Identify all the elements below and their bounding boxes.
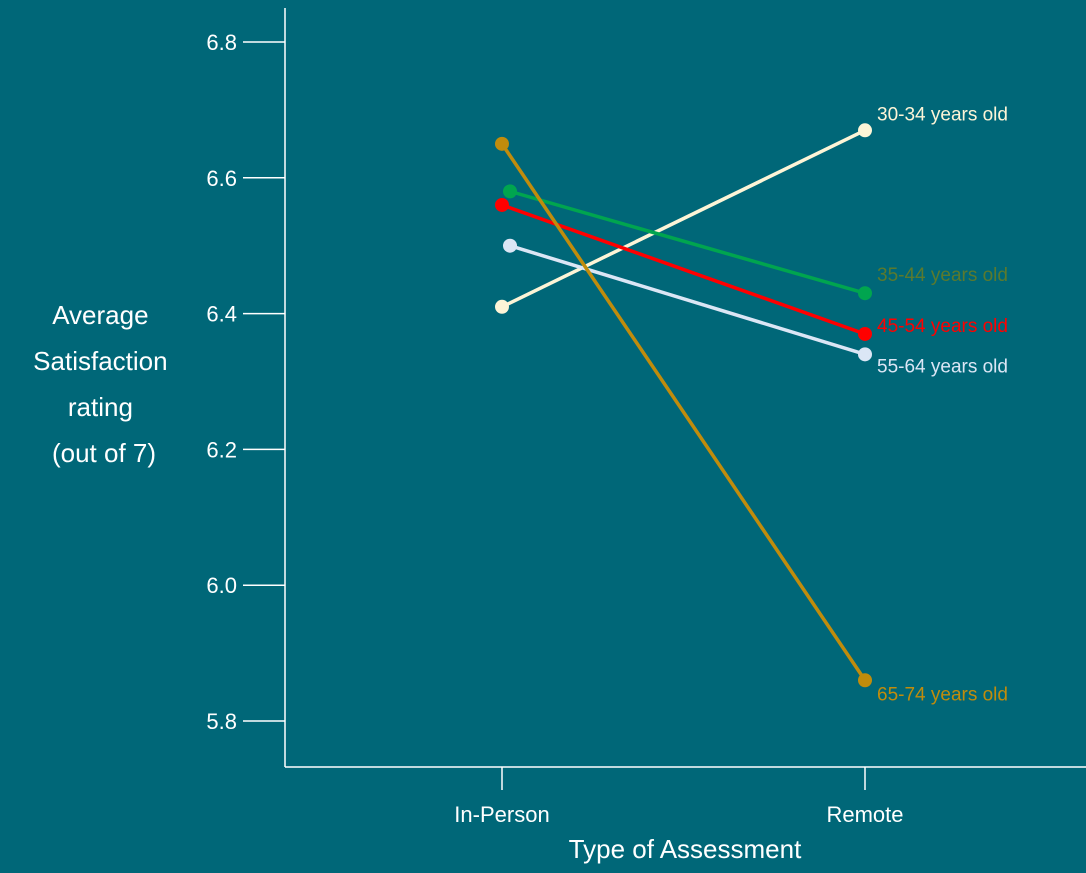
axes-group [284, 8, 1086, 768]
y-axis-title: Average Satisfaction rating (out of 7) [33, 300, 175, 468]
y-ticks-group: 5.8 6.0 6.2 6.4 6.6 6.8 [206, 30, 285, 734]
data-point [503, 238, 517, 253]
series-label: 35-44 years old [877, 265, 1008, 286]
y-tick-label: 6.6 [206, 166, 237, 191]
data-point [495, 299, 509, 314]
series-label: 30-34 years old [877, 104, 1008, 125]
y-tick-label: 5.8 [206, 709, 237, 734]
x-ticks-group: In-Person Remote [454, 767, 904, 827]
series-line [509, 189, 866, 295]
series-group [495, 123, 872, 688]
y-tick-label: 6.2 [206, 437, 237, 462]
series-label: 45-54 years old [877, 316, 1008, 337]
series-line [501, 203, 866, 336]
data-point [503, 184, 517, 199]
y-tick-label: 6.4 [206, 302, 237, 327]
y-axis-title-line: Average [52, 300, 148, 330]
y-axis-title-line: (out of 7) [52, 438, 156, 468]
data-point [858, 326, 872, 341]
x-axis-title: Type of Assessment [569, 834, 802, 864]
data-point [495, 136, 509, 151]
y-axis-title-line: Satisfaction [33, 346, 167, 376]
series-label: 65-74 years old [877, 684, 1008, 705]
x-tick-label: In-Person [454, 802, 549, 827]
series-labels-group: 30-34 years old 35-44 years old 45-54 year… [877, 104, 1008, 705]
x-tick-label: Remote [826, 802, 903, 827]
series-label: 55-64 years old [877, 356, 1008, 377]
y-tick-label: 6.0 [206, 573, 237, 598]
data-point [858, 123, 872, 138]
series-line [501, 128, 866, 309]
series-line [509, 244, 866, 357]
data-point [858, 673, 872, 688]
y-axis-title-line: rating [68, 392, 133, 422]
data-point [858, 286, 872, 301]
data-point [495, 197, 509, 212]
data-point [858, 347, 872, 362]
series-line [500, 142, 867, 682]
y-tick-label: 6.8 [206, 30, 237, 55]
